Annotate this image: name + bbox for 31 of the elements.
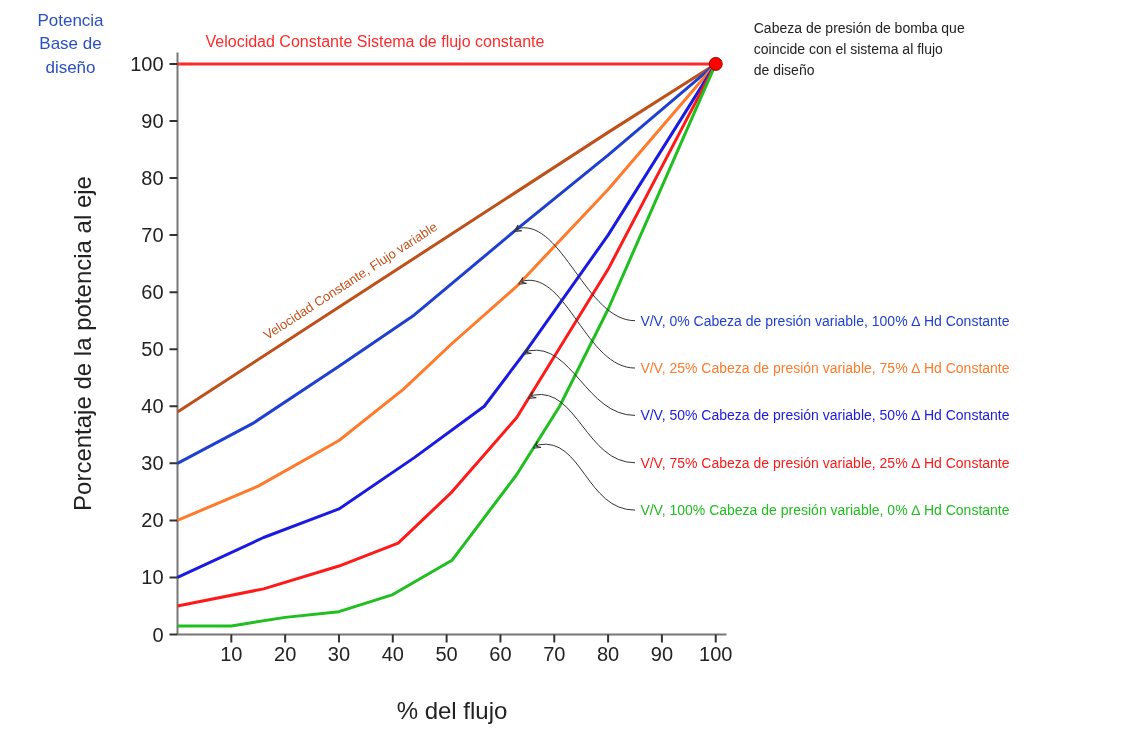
y-tick-label: 10 xyxy=(141,566,164,589)
x-tick-label: 80 xyxy=(596,642,620,665)
y-tick-label: 30 xyxy=(141,452,164,475)
x-axis-title: % del flujo xyxy=(396,696,508,724)
y-tick-label: 40 xyxy=(141,395,164,418)
x-tick-label: 10 xyxy=(220,642,243,665)
x-tick-label: 50 xyxy=(435,642,458,665)
y-tick-label: 0 xyxy=(152,623,164,646)
text: V/V, 25% Cabeza de presión variable, 75% ∆ Hd Constante xyxy=(640,360,1010,377)
text: V/V, 0% Cabeza de presión variable, 100% ∆ Hd Constante xyxy=(640,312,1010,329)
y-tick-label: 100 xyxy=(130,52,164,75)
x-tick-label: 20 xyxy=(274,642,297,665)
text: Potencia Base de diseño xyxy=(37,10,105,77)
annotation: Cabeza de presión de bomba que coincide con el sistema al flujo de diseño xyxy=(753,19,965,78)
text: V/V, 100% Cabeza de presión variable, 0% ∆ Hd Constante xyxy=(640,502,1010,519)
y-tick-label: 80 xyxy=(141,167,164,190)
y-tick-label: 20 xyxy=(141,509,164,532)
x-tick-label: 100 xyxy=(699,642,733,665)
text: V/V, 75% Cabeza de presión variable, 25% ∆ Hd Constante xyxy=(640,454,1010,471)
x-tick-label: 90 xyxy=(650,642,674,665)
text: V/V, 50% Cabeza de presión variable, 50% ∆ Hd Constante xyxy=(640,407,1010,424)
y-tick-label: 70 xyxy=(141,224,164,247)
y-axis-title: Porcentaje de la potencia al eje xyxy=(69,176,96,511)
x-tick-label: 40 xyxy=(381,642,404,665)
series-label: Velocidad Constante Sistema de flujo constante xyxy=(205,32,545,50)
x-tick-label: 60 xyxy=(489,642,512,665)
y-tick-label: 90 xyxy=(141,109,164,132)
y-tick-label: 50 xyxy=(141,338,164,361)
x-tick-label: 30 xyxy=(327,642,351,665)
x-tick-label: 70 xyxy=(543,642,566,665)
y-tick-label: 60 xyxy=(141,281,164,304)
